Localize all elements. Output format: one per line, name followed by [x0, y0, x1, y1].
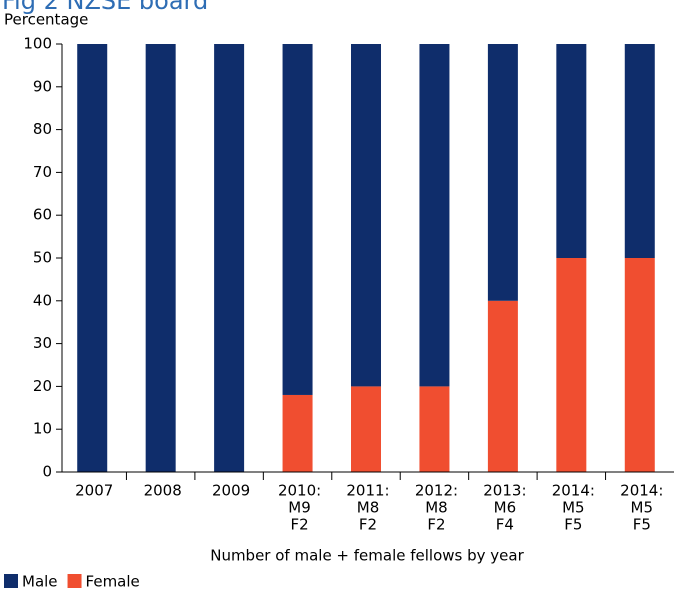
bar-segment	[419, 44, 450, 387]
y-tick-label: 50	[33, 249, 52, 267]
x-tick-label: 2007	[75, 482, 113, 500]
legend-label: Male	[22, 573, 58, 591]
y-tick-label: 0	[42, 463, 52, 481]
bar-segment	[351, 386, 381, 472]
bar-segment	[351, 44, 381, 387]
x-tick-label: 2013:	[483, 482, 526, 500]
x-tick-label: F4	[496, 516, 514, 534]
x-tick-label: 2014:	[620, 482, 663, 500]
x-tick-label: F5	[633, 516, 651, 534]
bar-segment	[214, 44, 245, 472]
y-tick-label: 20	[33, 377, 52, 395]
y-axis-title: Percentage	[4, 11, 88, 29]
x-tick-label: 2011:	[346, 482, 389, 500]
y-tick-label: 70	[33, 163, 52, 181]
bar-segment	[556, 258, 587, 472]
bar-segment	[282, 394, 313, 472]
bar-segment	[624, 258, 655, 472]
chart-title: Fig 2 NZSE board	[2, 0, 208, 15]
bar-segment	[282, 44, 313, 395]
bar-segment	[77, 44, 108, 472]
x-tick-label: F2	[427, 516, 445, 534]
x-tick-label: M8	[425, 499, 448, 517]
x-tick-label: M5	[562, 499, 585, 517]
x-axis-title: Number of male + female fellows by year	[210, 547, 524, 565]
x-tick-label: 2009	[212, 482, 250, 500]
y-tick-label: 80	[33, 120, 52, 138]
x-tick-label: 2008	[144, 482, 182, 500]
y-tick-label: 60	[33, 206, 52, 224]
legend-swatch	[4, 574, 18, 588]
bar-segment	[145, 44, 176, 472]
x-tick-label: M5	[631, 499, 654, 517]
x-tick-label: F2	[359, 516, 377, 534]
legend-label: Female	[86, 573, 140, 591]
bar-segment	[487, 44, 518, 301]
y-tick-label: 90	[33, 77, 52, 95]
x-tick-label: F2	[290, 516, 308, 534]
y-tick-label: 40	[33, 291, 52, 309]
y-tick-label: 30	[33, 334, 52, 352]
x-tick-label: M8	[357, 499, 380, 517]
x-tick-label: M6	[494, 499, 517, 517]
x-tick-label: F5	[564, 516, 582, 534]
x-tick-label: M9	[288, 499, 311, 517]
y-tick-label: 100	[23, 35, 52, 53]
bar-segment	[419, 386, 450, 472]
x-tick-label: 2010:	[278, 482, 321, 500]
bar-segment	[624, 44, 655, 258]
y-tick-label: 10	[33, 420, 52, 438]
bar-segment	[556, 44, 587, 258]
x-tick-label: 2014:	[552, 482, 595, 500]
legend-swatch	[67, 574, 82, 588]
bar-segment	[487, 300, 518, 472]
x-tick-label: 2012:	[415, 482, 458, 500]
